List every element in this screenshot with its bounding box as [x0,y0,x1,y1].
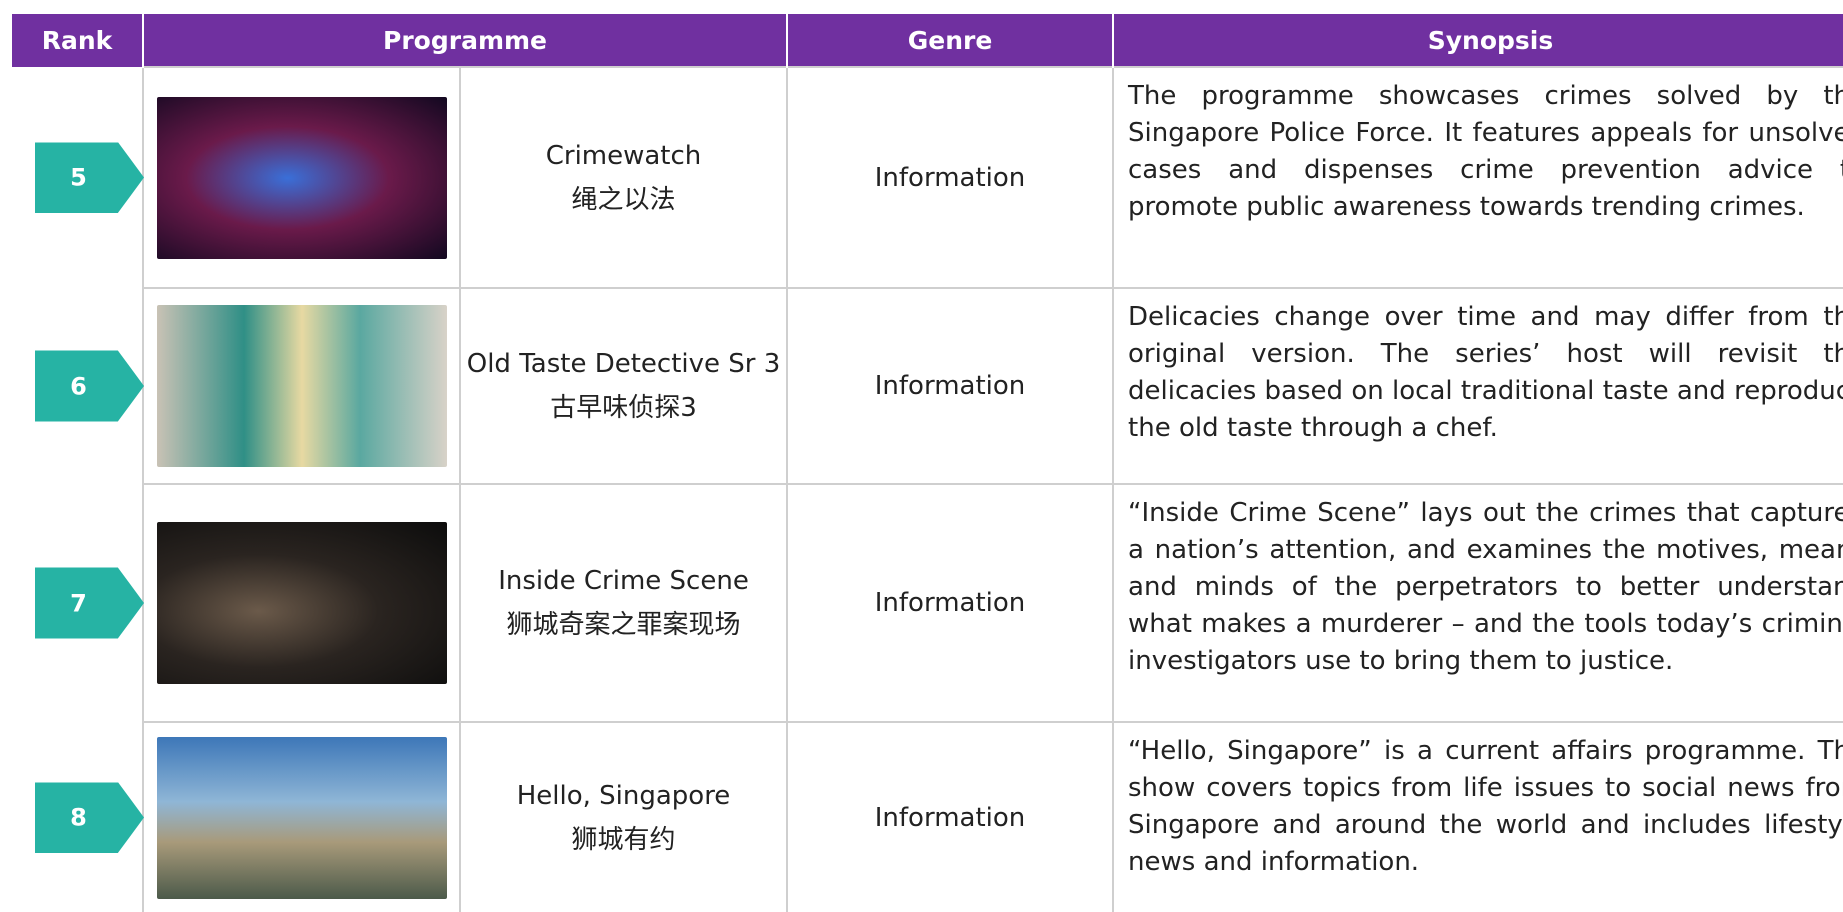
programme-name: Crimewatch [545,140,702,171]
programme-chinese-name: 绳之以法 [571,184,676,215]
table-row: 6 Old Taste Detective Sr 3 古早味侦探3 Informati… [12,287,1843,485]
synopsis-cell: The programme showcases crimes solved by… [1112,66,1843,289]
programme-name: Inside Crime Scene [498,566,749,596]
header-cell: Genre [786,14,1114,67]
table-row: 7 Inside Crime Scene 狮城奇案之罪案现场 Information “… [12,483,1843,723]
synopsis-cell: “Inside Crime Scene” lays out the crimes… [1112,483,1843,723]
rank-cell: 8 [12,722,144,912]
rank-cell: 5 [12,67,144,288]
synopsis-cell: Delicacies change over time and may diff… [1112,287,1843,485]
programme-cell: Inside Crime Scene 狮城奇案之罪案现场 [458,483,789,723]
thumbnail [156,736,447,899]
header-cell: Rank [12,14,143,67]
programme-chinese-name: 古早味侦探3 [550,393,697,423]
programme-name: Hello, Singapore [516,780,731,811]
programme-cell: Hello, Singapore 狮城有约 [458,721,789,912]
table-row: 5 Crimewatch 绳之以法 Information The programme … [12,66,1843,289]
thumbnail-cell [142,66,461,289]
programme-cell: Crimewatch 绳之以法 [458,66,789,289]
genre-cell: Information [786,287,1115,485]
genre-cell: Information [786,721,1115,912]
genre-cell: Information [786,66,1115,289]
rank-badge: 6 [35,350,144,422]
programme-chinese-name: 狮城奇案之罪案现场 [506,610,741,640]
thumbnail [156,522,447,684]
ranking-table: Rank Programme Genre Synopsis 5 Crimewatc… [12,14,1843,912]
thumbnail [156,96,447,259]
programme-cell: Old Taste Detective Sr 3 古早味侦探3 [458,287,789,485]
table-row: 8 Hello, Singapore 狮城有约 Information “Hello, … [12,721,1843,912]
rank-badge: 5 [35,142,144,213]
synopsis-cell: “Hello, Singapore” is a current affairs … [1112,721,1843,912]
genre-cell: Information [786,483,1115,723]
rank-badge: 8 [35,782,144,853]
thumbnail-cell [142,483,461,723]
rank-badge: 7 [35,567,144,639]
rank-cell: 7 [12,484,144,722]
programme-chinese-name: 狮城有约 [571,824,676,855]
thumbnail-cell [142,721,461,912]
table-body: 5 Crimewatch 绳之以法 Information The programme … [12,66,1843,912]
thumbnail [156,305,447,467]
programme-name: Old Taste Detective Sr 3 [466,349,781,379]
rank-cell: 6 [12,288,144,484]
table-header: Rank Programme Genre Synopsis [12,14,1843,67]
table-container: Rank Programme Genre Synopsis 5 Crimewatc… [12,14,1843,912]
header-cell: Programme [141,14,788,67]
header-cell: Synopsis [1112,14,1843,67]
thumbnail-cell [142,287,461,485]
